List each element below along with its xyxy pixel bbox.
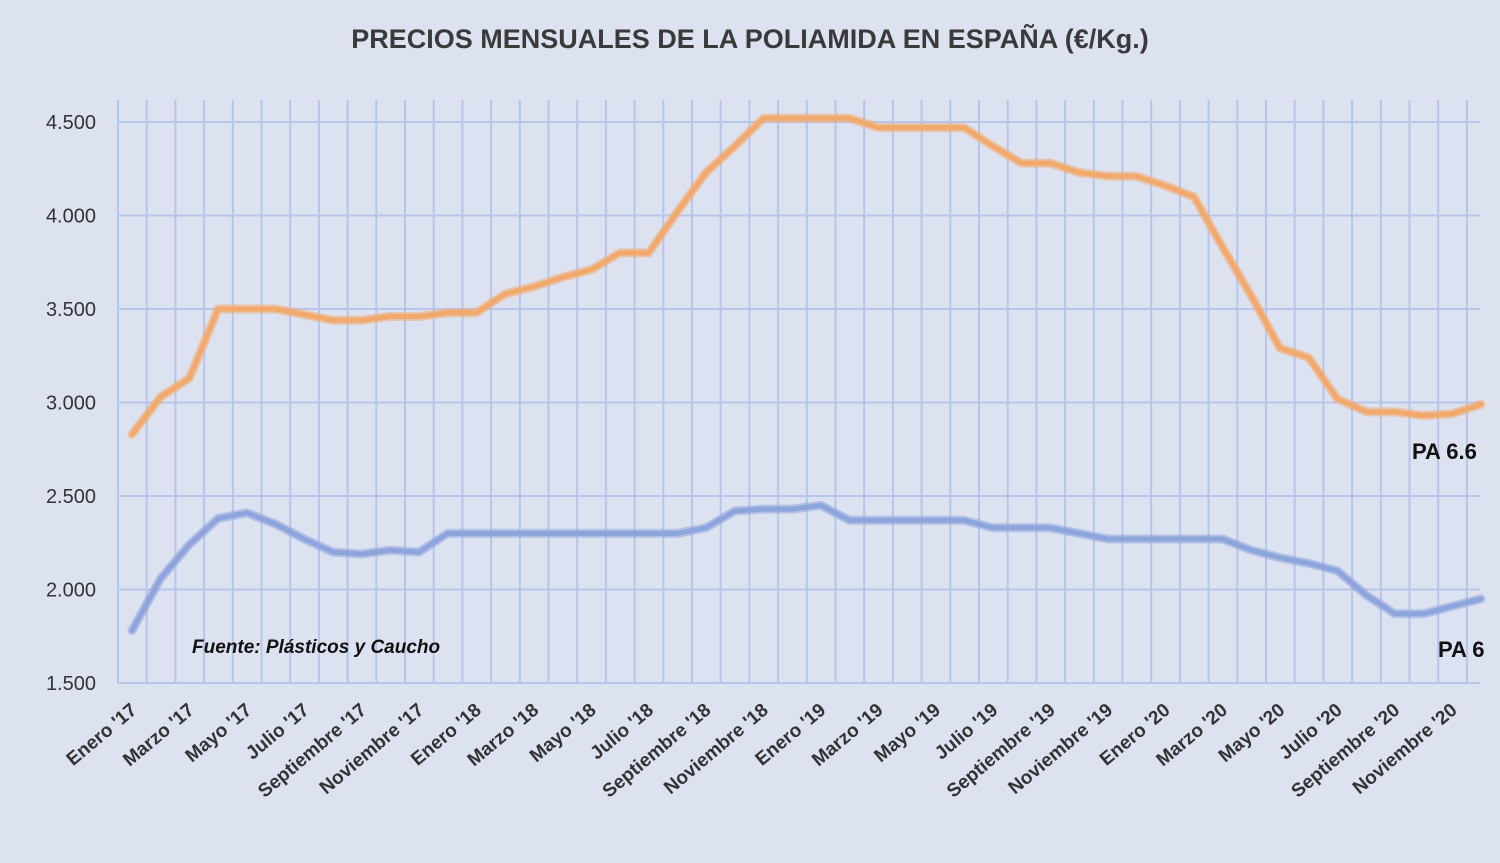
series-label: PA 6 (1438, 637, 1484, 662)
y-tick-label: 3.500 (46, 299, 96, 321)
y-axis-ticks: 1.500 2.000 2.500 3.000 3.500 4.000 4.500 (46, 112, 96, 695)
series-line (129, 115, 1484, 437)
y-tick-label: 2.500 (46, 486, 96, 508)
y-tick-label: 4.000 (46, 206, 96, 228)
source-note: Fuente: Plásticos y Caucho (192, 637, 440, 658)
series-label: PA 6.6 (1412, 439, 1477, 464)
chart-title: PRECIOS MENSUALES DE LA POLIAMIDA EN ESP… (351, 23, 1149, 54)
series-lines: PA 6.6 PA 6 (127, 113, 1486, 662)
y-tick-label: 1.500 (46, 673, 96, 695)
y-tick-label: 2.000 (46, 580, 96, 602)
series-line (129, 502, 1484, 634)
y-tick-label: 3.000 (46, 393, 96, 415)
y-tick-label: 4.500 (46, 112, 96, 134)
